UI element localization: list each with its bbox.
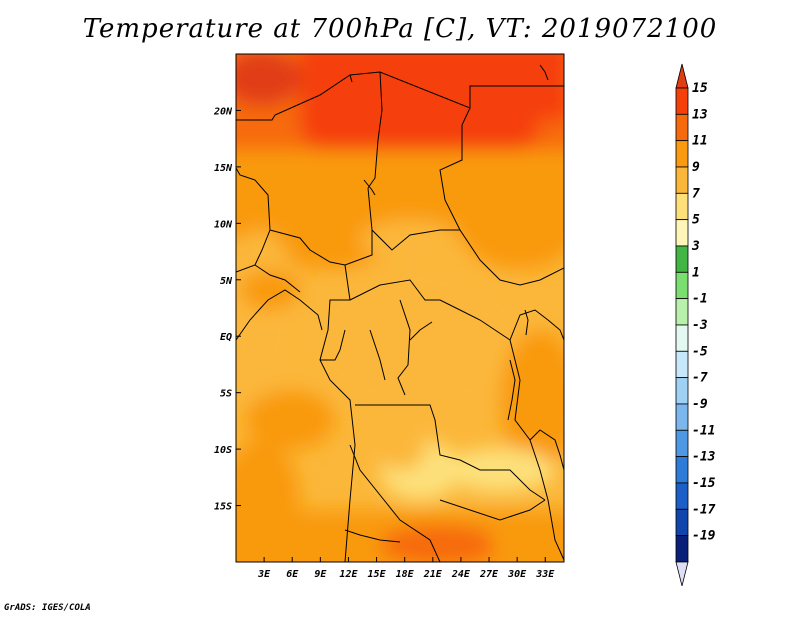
colorbar-box bbox=[675, 192, 689, 221]
lon-tick-label: 27E bbox=[479, 569, 499, 580]
colorbar-box bbox=[675, 113, 689, 142]
map-borders bbox=[236, 64, 564, 562]
lat-tick-label: 10S bbox=[214, 445, 232, 456]
colorbar-label: 15 bbox=[692, 81, 708, 96]
colorbar-box bbox=[675, 482, 689, 510]
colorbar-label: -1 bbox=[692, 292, 708, 307]
colorbar-box bbox=[675, 403, 689, 431]
colorbar-label: 11 bbox=[692, 134, 708, 149]
colorbar-upper-arrow bbox=[675, 63, 689, 89]
lat-tick-label: 20N bbox=[213, 106, 233, 117]
colorbar-box bbox=[675, 324, 689, 352]
colorbar-label: -3 bbox=[692, 318, 708, 333]
lon-tick-label: 18E bbox=[396, 569, 415, 580]
colorbar-label: 1 bbox=[692, 265, 700, 280]
lat-tick-label: 5S bbox=[220, 389, 232, 400]
colorbar-label: -17 bbox=[692, 502, 716, 517]
colorbar-label: 9 bbox=[692, 160, 700, 175]
colorbar-box bbox=[675, 87, 689, 115]
lon-tick-label: 12E bbox=[339, 569, 358, 580]
lon-tick-label: 3E bbox=[257, 569, 271, 580]
lon-tick-label: 30E bbox=[507, 569, 527, 580]
colorbar-box bbox=[675, 508, 689, 537]
colorbar-box bbox=[675, 219, 689, 247]
colorbar-box bbox=[675, 456, 689, 484]
colorbar-label: -13 bbox=[692, 450, 716, 465]
lon-tick-label: 9E bbox=[314, 569, 327, 580]
colorbar-box bbox=[675, 271, 689, 300]
lon-tick-label: 24E bbox=[451, 569, 471, 580]
colorbar-label: -15 bbox=[692, 476, 716, 491]
colorbar-label: 7 bbox=[692, 186, 700, 201]
lat-tick-label: 15S bbox=[214, 502, 232, 513]
colorbar-box bbox=[675, 298, 689, 326]
colorbar-label: 13 bbox=[692, 107, 708, 122]
lat-tick-label: EQ bbox=[220, 332, 232, 343]
latitude-axis: 20N 15N 10N 5N EQ 5S 10S 15S bbox=[213, 106, 241, 513]
colorbar-label: -19 bbox=[692, 529, 716, 544]
colorbar-label: -7 bbox=[692, 371, 708, 386]
lon-tick-label: 6E bbox=[286, 569, 299, 580]
colorbar-label: -9 bbox=[692, 397, 708, 412]
temperature-field bbox=[236, 54, 564, 562]
lat-tick-label: 5N bbox=[220, 276, 233, 287]
colorbar-label: 3 bbox=[691, 239, 700, 254]
colorbar-label: -11 bbox=[692, 423, 715, 438]
map-frame bbox=[235, 53, 565, 563]
colorbar-box bbox=[675, 140, 689, 168]
lat-tick-label: 15N bbox=[214, 163, 233, 174]
colorbar-box bbox=[675, 535, 689, 563]
colorbar-box bbox=[675, 166, 689, 194]
colorbar-box bbox=[675, 429, 689, 458]
colorbar-label: 5 bbox=[692, 213, 700, 228]
longitude-axis: 3E 6E 9E 12E 15E 18E 21E 24E 27E 30E 33E bbox=[257, 557, 555, 580]
credit-text: GrADS: IGES/COLA bbox=[4, 603, 91, 613]
page-title: Temperature at 700hPa [C], VT: 201907210… bbox=[82, 14, 718, 44]
colorbar: 15 13 11 9 7 5 3 1 -1 -3 -5 -7 -9 -11 -13 -15 -17 -19 bbox=[675, 63, 716, 587]
lon-tick-label: 33E bbox=[535, 569, 555, 580]
colorbar-box bbox=[675, 377, 689, 405]
colorbar-box bbox=[675, 350, 689, 379]
lat-tick-label: 10N bbox=[214, 219, 233, 230]
lon-tick-label: 21E bbox=[423, 569, 443, 580]
colorbar-lower-arrow bbox=[675, 561, 689, 587]
colorbar-label: -5 bbox=[692, 344, 708, 359]
colorbar-box bbox=[675, 245, 689, 273]
lon-tick-label: 15E bbox=[368, 569, 387, 580]
